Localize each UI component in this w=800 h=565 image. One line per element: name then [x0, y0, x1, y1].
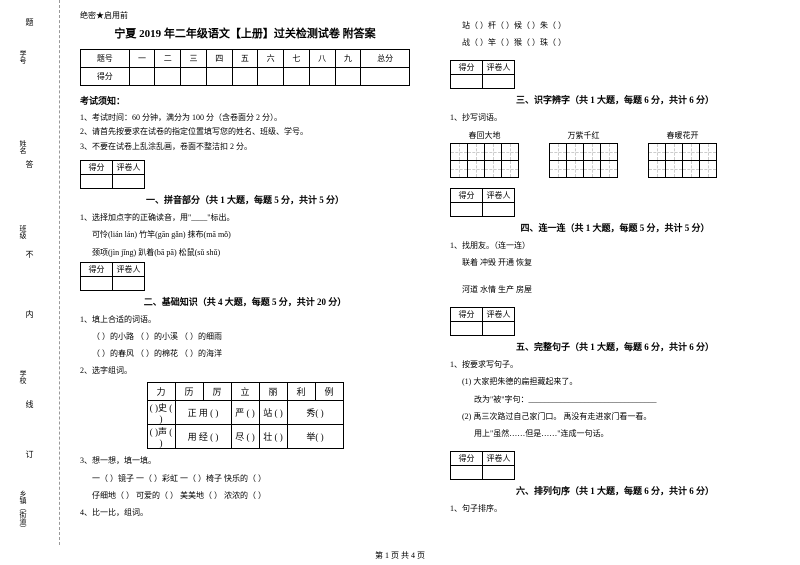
s1-q1: 1、选择加点字的正确读音，用"____"标出。: [80, 210, 410, 225]
section6-title: 六、排列句序（共 1 大题，每题 6 分，共计 6 分）: [450, 484, 780, 497]
char-header-cell: 例: [315, 383, 343, 401]
tian-label: 春暖花开: [667, 130, 699, 141]
binding-banji: 班级: [18, 225, 28, 239]
score-header-cell: 五: [232, 50, 258, 68]
s2-q1-line: （ ）的小路 （ ）的小溪 （ ）的细雨: [80, 329, 410, 344]
mini-score-s2: 得分评卷人: [80, 262, 145, 291]
section3-title: 三、识字辨字（共 1 大题，每题 6 分，共计 6 分）: [450, 93, 780, 106]
score-blank-cell: [206, 68, 232, 86]
score-header-cell: 八: [309, 50, 335, 68]
s1-line: 可怜(lián lán) 竹竿(gān gǎn) 抹布(mā mǒ): [80, 227, 410, 242]
section2-title: 二、基础知识（共 4 大题，每题 5 分，共计 20 分）: [80, 295, 410, 308]
score-blank-cell: [181, 68, 207, 86]
instruction-line: 3、不要在试卷上乱涂乱画，卷面不整洁扣 2 分。: [80, 140, 410, 154]
mini-score-s6: 得分评卷人: [450, 451, 515, 480]
right-top-line: 站（ ）杆（ ）候（ ）朱（ ）: [450, 18, 780, 33]
instruction-line: 2、请首先按要求在试卷的指定位置填写您的姓名、班级、学号。: [80, 125, 410, 139]
binding-da: 答: [24, 160, 35, 168]
s2-q3-line: 一（ ）镜子 一（ ）彩虹 一（ ）椅子 快乐的（ ）: [80, 471, 410, 486]
score-header-cell: 七: [284, 50, 310, 68]
tian-grids: 春回大地 万紫千红 春暖花开: [450, 130, 780, 178]
binding-xuexiao: 学校: [18, 370, 28, 384]
s5-q1: 1、按要求写句子。: [450, 357, 780, 372]
s2-q4: 4、比一比，组词。: [80, 505, 410, 520]
score-header-cell: 一: [129, 50, 155, 68]
score-blank-cell: [284, 68, 310, 86]
tian-label: 春回大地: [469, 130, 501, 141]
mini-score-s4: 得分评卷人: [450, 188, 515, 217]
char-select-table: 力历厉立丽利例 ( )史 ( ) 正 用 ( ) 严 ( ) 站 ( ) 秀( …: [147, 382, 344, 449]
score-header-cell: 九: [335, 50, 361, 68]
binding-bu: 不: [24, 250, 35, 258]
s4-line2: 河道 水情 生产 房屋: [450, 282, 780, 297]
mini-score-s3: 得分评卷人: [450, 60, 515, 89]
score-blank-cell: 得分: [81, 68, 130, 86]
binding-nei: 内: [24, 310, 35, 318]
score-header-cell: 四: [206, 50, 232, 68]
mini-score-s1: 得分评卷人: [80, 160, 145, 189]
s2-q1: 1、填上合适的词语。: [80, 312, 410, 327]
binding-xian: 线: [24, 400, 35, 408]
s5-sub2: (2) 禹三次路过自己家门口。 禹没有走进家门看一看。: [450, 409, 780, 424]
char-header-cell: 立: [231, 383, 259, 401]
mini-score-s5: 得分评卷人: [450, 307, 515, 336]
s5-sub1-req: 改为"被"字句：________________________________: [450, 392, 780, 407]
char-header-cell: 丽: [259, 383, 287, 401]
right-top-line: 战（ ）竿（ ）猴（ ）珠（ ）: [450, 35, 780, 50]
score-blank-cell: [309, 68, 335, 86]
binding-ti: 题: [24, 18, 35, 26]
score-blank-cell: [258, 68, 284, 86]
section4-title: 四、连一连（共 1 大题，每题 5 分，共计 5 分）: [450, 221, 780, 234]
notice-header: 考试须知：: [80, 94, 410, 107]
s3-q1: 1、抄写词语。: [450, 110, 780, 125]
s2-q1-line: （ ）的春风 （ ）的棉花 （ ）的海洋: [80, 346, 410, 361]
s2-q3: 3、想一想，填一填。: [80, 453, 410, 468]
char-header-cell: 力: [147, 383, 175, 401]
score-blank-cell: [129, 68, 155, 86]
binding-xiangzhen: 乡镇（街道）: [18, 490, 28, 532]
s4-q1: 1、找朋友。（连一连）: [450, 238, 780, 253]
score-header-cell: 题号: [81, 50, 130, 68]
s2-q2: 2、选字组词。: [80, 363, 410, 378]
score-header-cell: 六: [258, 50, 284, 68]
score-table: 题号一二三四五六七八九总分 得分: [80, 49, 410, 86]
s5-sub2-req: 用上"虽然……但是……"连成一句话。: [450, 426, 780, 441]
char-header-cell: 利: [287, 383, 315, 401]
binding-xuehao: 学号: [18, 50, 28, 64]
char-header-cell: 厉: [203, 383, 231, 401]
score-blank-cell: [232, 68, 258, 86]
char-header-cell: 历: [175, 383, 203, 401]
instructions: 1、考试时间：60 分钟，满分为 100 分（含卷面分 2 分）。 2、请首先按…: [80, 111, 410, 154]
s4-line1: 联着 冲毁 开通 恢复: [450, 255, 780, 270]
s1-line: 颈项(jìn jǐng) 趴着(bā pā) 松鼠(sǔ shǔ): [80, 245, 410, 260]
right-column: 站（ ）杆（ ）候（ ）朱（ ） 战（ ）竿（ ）猴（ ）珠（ ） 得分评卷人 …: [430, 0, 800, 545]
exam-title: 宁夏 2019 年二年级语文【上册】过关检测试卷 附答案: [80, 25, 410, 41]
score-header-cell: 三: [181, 50, 207, 68]
score-blank-cell: [335, 68, 361, 86]
score-header-cell: 总分: [361, 50, 410, 68]
score-blank-cell: [361, 68, 410, 86]
binding-xingming: 姓名: [18, 140, 28, 154]
s2-q3-line: 仔细地（ ） 可爱的（ ） 美美地（ ） 浓浓的（ ）: [80, 488, 410, 503]
secret-label: 绝密★启用前: [80, 10, 410, 21]
section1-title: 一、拼音部分（共 1 大题，每题 5 分，共计 5 分）: [80, 193, 410, 206]
s5-sub1: (1) 大家把朱德的扁担藏起来了。: [450, 374, 780, 389]
left-column: 绝密★启用前 宁夏 2019 年二年级语文【上册】过关检测试卷 附答案 题号一二…: [60, 0, 430, 545]
tian-label: 万紫千红: [568, 130, 600, 141]
instruction-line: 1、考试时间：60 分钟，满分为 100 分（含卷面分 2 分）。: [80, 111, 410, 125]
score-blank-cell: [155, 68, 181, 86]
section5-title: 五、完整句子（共 1 大题，每题 6 分，共计 6 分）: [450, 340, 780, 353]
binding-ding: 订: [24, 450, 35, 458]
s6-q1: 1、句子排序。: [450, 501, 780, 516]
page-footer: 第 1 页 共 4 页: [0, 550, 800, 561]
score-header-cell: 二: [155, 50, 181, 68]
